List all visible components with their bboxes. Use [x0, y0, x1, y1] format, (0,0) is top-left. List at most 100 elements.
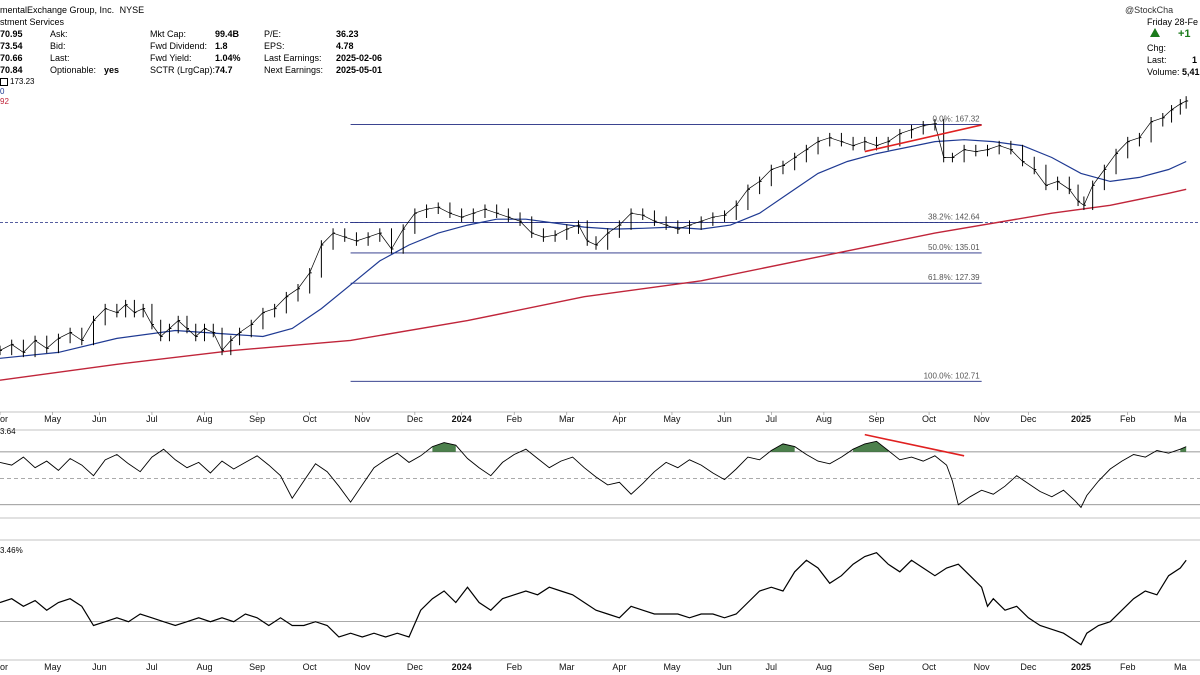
price-cell-label: Optionable:	[50, 65, 97, 75]
stat-value: 4.78	[336, 41, 354, 51]
x-axis-tick-label-bottom: Aug	[197, 662, 213, 672]
x-axis-tick-label: Oct	[922, 414, 937, 424]
x-axis-tick-label: Oct	[303, 414, 318, 424]
price-cell-value: 70.95	[0, 29, 23, 39]
x-axis-tick-label: Jun	[717, 414, 732, 424]
x-axis-tick-label-bottom: Apr	[612, 662, 626, 672]
ma-short-line	[0, 139, 1187, 359]
x-axis-tick-label: Ma	[1174, 414, 1187, 424]
x-axis-tick-label-bottom: Oct	[303, 662, 318, 672]
x-axis-tick-label: May	[44, 414, 62, 424]
relative-title: 3.46%	[0, 546, 23, 555]
x-axis-tick-label: Dec	[407, 414, 424, 424]
last-value: 1	[1192, 55, 1198, 65]
quote-date: Friday 28-Fe	[1147, 17, 1199, 27]
stat-label: EPS:	[264, 41, 285, 51]
chg-label: Chg:	[1147, 43, 1167, 53]
company-subtitle: stment Services	[0, 17, 65, 27]
fib-level-label: 0.0%: 167.32	[932, 114, 980, 123]
overlay-ma2: 92	[0, 97, 9, 106]
x-axis-tick-label-bottom: Feb	[506, 662, 522, 672]
x-axis-tick-label: May	[663, 414, 681, 424]
rsi-trendline	[864, 433, 965, 457]
x-axis-tick-label-bottom: Dec	[407, 662, 424, 672]
stat-value: 1.8	[215, 41, 228, 51]
stat-label: Fwd Yield:	[150, 53, 192, 63]
fib-level-label: 61.8%: 127.39	[928, 273, 980, 282]
price-trendline	[864, 124, 982, 153]
price-cell-value: 73.54	[0, 41, 23, 51]
x-axis-tick-label: 2025	[1071, 414, 1091, 424]
x-axis-tick-label-bottom: Jul	[766, 662, 778, 672]
price-cell-label: Last:	[50, 53, 70, 63]
watermark: @StockCha	[1125, 5, 1174, 15]
chg-value: +1	[1178, 28, 1191, 40]
x-axis-tick-label: Nov	[354, 414, 371, 424]
x-axis-tick-label: Feb	[1120, 414, 1136, 424]
stat-label: Mkt Cap:	[150, 29, 187, 39]
stat-value: 2025-05-01	[336, 65, 383, 75]
price-cell-value: 70.84	[0, 65, 23, 75]
x-axis-tick-label: Nov	[974, 414, 991, 424]
x-axis-tick-label-bottom: Jun	[717, 662, 732, 672]
x-axis-tick-label-bottom: May	[663, 662, 681, 672]
up-arrow-icon	[1150, 28, 1160, 40]
stat-value: 2025-02-06	[336, 53, 383, 63]
price-cell-label: Ask:	[50, 29, 68, 39]
x-axis-tick-label-bottom: or	[0, 662, 8, 672]
x-axis-tick-label: 2024	[452, 414, 472, 424]
x-axis-tick-label-bottom: Ma	[1174, 662, 1187, 672]
x-axis-tick-label-bottom: Nov	[974, 662, 991, 672]
x-axis-tick-label-bottom: Jul	[146, 662, 158, 672]
price-line	[0, 100, 1187, 353]
rsi-overbought-fill	[1180, 446, 1187, 452]
x-axis-tick-label-bottom: Jun	[92, 662, 107, 672]
stat-value: 99.4B	[215, 29, 240, 39]
x-axis-tick-label-bottom: Oct	[922, 662, 937, 672]
stat-value: 74.7	[215, 65, 233, 75]
fib-level-label: 50.0%: 135.01	[928, 243, 980, 252]
stat-label: Next Earnings:	[264, 65, 324, 75]
x-axis-tick-label-bottom: 2024	[452, 662, 472, 672]
fib-level-label: 100.0%: 102.71	[924, 371, 981, 380]
optionable-value: yes	[104, 65, 120, 75]
x-axis-tick-label-bottom: Sep	[249, 662, 265, 672]
stat-value: 36.23	[336, 29, 359, 39]
ma-long-line	[0, 188, 1187, 381]
x-axis-tick-label: Aug	[197, 414, 213, 424]
x-axis-tick-label-bottom: Aug	[816, 662, 832, 672]
relative-line	[0, 552, 1187, 646]
x-axis-tick-label-bottom: Feb	[1120, 662, 1136, 672]
x-axis-tick-label: or	[0, 414, 8, 424]
overlay-ma1: 0	[0, 87, 5, 96]
x-axis-tick-label: Dec	[1020, 414, 1037, 424]
x-axis-tick-label: Mar	[559, 414, 575, 424]
company-name: mentalExchange Group, Inc.	[0, 5, 115, 15]
fib-level-label: 38.2%: 142.64	[928, 213, 980, 222]
rsi-overbought-fill	[771, 443, 795, 452]
x-axis-tick-label: Sep	[249, 414, 265, 424]
triangle-up-icon	[1150, 28, 1160, 37]
x-axis-tick-label: Feb	[506, 414, 522, 424]
volume-label: Volume:	[1147, 67, 1180, 77]
x-axis-tick-label-bottom: 2025	[1071, 662, 1091, 672]
x-axis-tick-label: Apr	[612, 414, 626, 424]
exchange-label: NYSE	[119, 5, 145, 15]
stat-label: Fwd Dividend:	[150, 41, 208, 51]
stat-label: Last Earnings:	[264, 53, 322, 63]
x-axis-tick-label: Aug	[816, 414, 832, 424]
last-label: Last:	[1147, 55, 1167, 65]
price-cell-value: 70.66	[0, 53, 23, 63]
rsi-line	[0, 440, 1187, 509]
company-title: mentalExchange Group, Inc. NYSE	[0, 4, 144, 16]
rsi-title: 3.64	[0, 427, 16, 436]
stat-label: SCTR (LrgCap):	[150, 65, 216, 75]
x-axis-tick-label: Sep	[868, 414, 884, 424]
x-axis-tick-label-bottom: Mar	[559, 662, 575, 672]
x-axis-tick-label-bottom: May	[44, 662, 62, 672]
x-axis-tick-label: Jul	[766, 414, 778, 424]
x-axis-tick-label: Jul	[146, 414, 158, 424]
x-axis-tick-label-bottom: Dec	[1020, 662, 1037, 672]
stat-label: P/E:	[264, 29, 282, 39]
